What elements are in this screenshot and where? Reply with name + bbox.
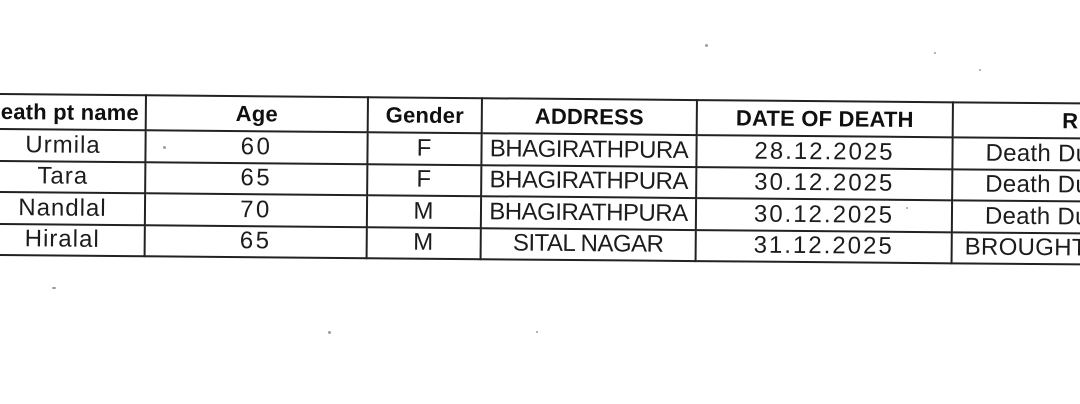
cell-remark: Death Du: [952, 168, 1080, 203]
cell-gender: M: [366, 226, 481, 260]
cell-age: 60: [145, 130, 368, 164]
death-records-sheet: eath pt name Age Gender ADDRESS DATE OF …: [0, 93, 1080, 267]
cell-gender: F: [367, 132, 482, 165]
cell-address: SITAL NAGAR: [480, 227, 696, 262]
column-header-patient-name: eath pt name: [0, 93, 146, 131]
death-records-table: eath pt name Age Gender ADDRESS DATE OF …: [0, 93, 1080, 267]
cell-address: BHAGIRATHPURA: [481, 164, 697, 199]
scan-speck: [52, 287, 56, 289]
cell-patient-name: Tara: [0, 160, 146, 194]
scan-speck: [934, 52, 936, 54]
column-header-age: Age: [145, 95, 368, 133]
cell-date-of-death: 28.12.2025: [696, 135, 953, 169]
cell-gender: M: [366, 195, 482, 228]
cell-gender: F: [367, 163, 482, 197]
cell-address: BHAGIRATHPURA: [481, 133, 697, 167]
cell-age: 70: [144, 193, 368, 227]
cell-date-of-death: 30.12.2025: [695, 198, 953, 232]
cell-age: 65: [144, 224, 367, 259]
column-header-date-of-death: DATE OF DEATH: [696, 100, 953, 138]
cell-patient-name: Hiralal: [0, 223, 145, 257]
cell-remark: BROUGHT: [951, 231, 1080, 266]
cell-remark: Death Du: [951, 200, 1080, 235]
cell-age: 65: [145, 161, 368, 196]
scan-speck: [163, 146, 166, 149]
cell-patient-name: Urmila: [0, 128, 146, 162]
cell-date-of-death: 31.12.2025: [695, 229, 952, 264]
column-header-remark: R: [952, 102, 1080, 140]
column-header-gender: Gender: [367, 97, 482, 134]
cell-address: BHAGIRATHPURA: [480, 196, 697, 230]
cell-patient-name: Nandlal: [0, 191, 146, 225]
scan-speck: [536, 331, 538, 333]
scan-speck: [705, 44, 708, 47]
cell-date-of-death: 30.12.2025: [696, 166, 953, 201]
scan-speck: [979, 69, 981, 71]
cell-remark: Death Du: [952, 137, 1080, 172]
scan-speck: [906, 207, 908, 209]
scan-speck: [328, 331, 331, 334]
column-header-address: ADDRESS: [481, 98, 697, 136]
